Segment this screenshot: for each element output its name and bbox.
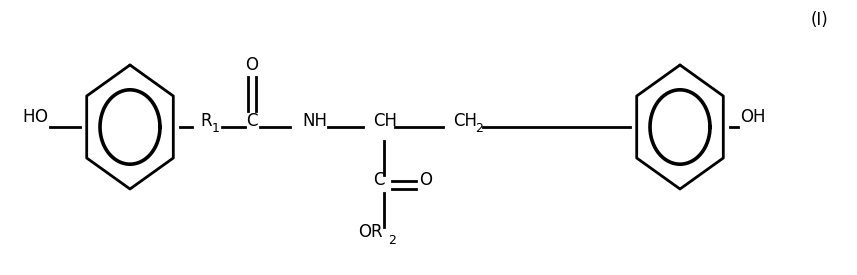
Text: 2: 2 <box>388 233 396 246</box>
Text: CH: CH <box>373 112 397 130</box>
Text: O: O <box>419 171 433 189</box>
Text: NH: NH <box>302 112 327 130</box>
Text: C: C <box>374 171 385 189</box>
Text: R: R <box>200 112 212 130</box>
Text: CH: CH <box>453 112 477 130</box>
Text: 1: 1 <box>212 122 220 136</box>
Text: OH: OH <box>740 108 765 126</box>
Text: O: O <box>245 56 259 74</box>
Text: H: H <box>22 108 34 126</box>
Text: C: C <box>246 112 258 130</box>
Text: 2: 2 <box>475 122 482 136</box>
Text: O: O <box>34 108 47 126</box>
Text: OR: OR <box>357 223 382 241</box>
Text: (I): (I) <box>811 11 829 29</box>
